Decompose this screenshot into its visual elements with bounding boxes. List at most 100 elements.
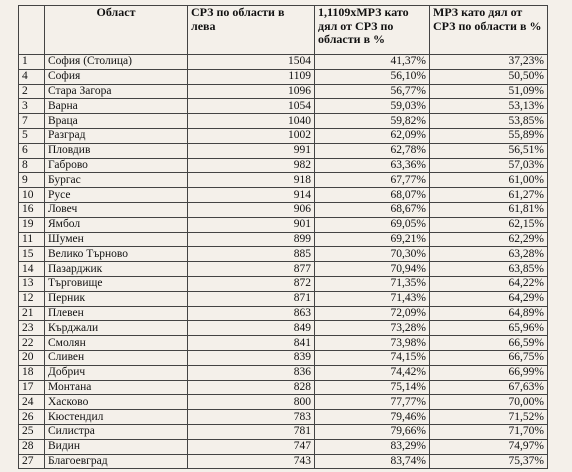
cell-region: Пазарджик (44, 261, 188, 277)
cell-share1: 56,10% (314, 68, 430, 85)
cell-share2: 63,28% (429, 246, 548, 263)
cell-region: Благоевград (44, 453, 188, 470)
cell-share2: 66,99% (429, 364, 548, 381)
cell-region: Пловдив (44, 142, 188, 159)
table-row: 2 Стара Загора 1096 56,77% 51,09% (18, 83, 548, 100)
cell-region: Разград (44, 127, 188, 144)
table-row: 6 Пловдив 991 62,78% 56,51% (18, 142, 548, 159)
regional-wage-table: Област СРЗ по области в лева 1,1109хМРЗ … (18, 5, 548, 470)
cell-num: 9 (18, 172, 45, 189)
table-row: 12 Перник 871 71,43% 64,29% (18, 290, 548, 307)
table-row: 20 Сливен 839 74,15% 66,75% (18, 349, 548, 366)
table-row: 11 Шумен 899 69,21% 62,29% (18, 231, 548, 248)
cell-region: София (44, 68, 188, 85)
table-row: 16 Ловеч 906 68,67% 61,81% (18, 201, 548, 218)
cell-share2: 53,85% (429, 113, 548, 129)
cell-share1: 72,09% (314, 305, 430, 322)
header-share2: МРЗ като дял от СРЗ по области в % (429, 5, 548, 55)
table-row: 15 Велико Търново 885 70,30% 63,28% (18, 246, 548, 263)
cell-num: 20 (18, 349, 45, 366)
cell-num: 18 (18, 364, 45, 381)
table-row: 24 Хасково 800 77,77% 70,00% (18, 394, 548, 411)
cell-num: 24 (18, 394, 45, 411)
cell-srz: 747 (187, 438, 315, 455)
cell-region: Кюстендил (44, 409, 188, 425)
header-srz: СРЗ по области в лева (187, 5, 315, 55)
cell-share1: 56,77% (314, 83, 430, 100)
cell-num: 16 (18, 201, 45, 218)
cell-srz: 1504 (187, 54, 315, 70)
cell-share2: 64,89% (429, 305, 548, 322)
cell-num: 15 (18, 246, 45, 263)
table-row: 4 София 1109 56,10% 50,50% (18, 68, 548, 85)
cell-num: 7 (18, 113, 45, 129)
table-row: 27 Благоевград 743 83,74% 75,37% (18, 453, 548, 470)
cell-region: Монтана (44, 379, 188, 396)
cell-num: 5 (18, 127, 45, 144)
table-row: 28 Видин 747 83,29% 74,97% (18, 438, 548, 455)
cell-share1: 73,98% (314, 335, 430, 351)
table-row: 26 Кюстендил 783 79,46% 71,52% (18, 409, 548, 425)
cell-share1: 59,82% (314, 113, 430, 129)
cell-num: 25 (18, 423, 45, 440)
cell-region: Хасково (44, 394, 188, 411)
cell-region: Добрич (44, 364, 188, 381)
cell-srz: 863 (187, 305, 315, 322)
cell-num: 26 (18, 409, 45, 425)
table-row: 10 Русе 914 68,07% 61,27% (18, 187, 548, 203)
cell-srz: 901 (187, 216, 315, 233)
cell-share1: 75,14% (314, 379, 430, 396)
cell-num: 21 (18, 305, 45, 322)
cell-srz: 1096 (187, 83, 315, 100)
cell-share1: 63,36% (314, 157, 430, 174)
cell-region: Сливен (44, 349, 188, 366)
cell-region: Силистра (44, 423, 188, 440)
cell-share1: 73,28% (314, 320, 430, 337)
cell-share2: 57,03% (429, 157, 548, 174)
cell-num: 8 (18, 157, 45, 174)
table-body: 1 София (Столица) 1504 41,37% 37,23% 4 София 11… (18, 54, 548, 470)
cell-srz: 899 (187, 231, 315, 248)
cell-region: Смолян (44, 335, 188, 351)
table-row: 25 Силистра 781 79,66% 71,70% (18, 423, 548, 440)
table-row: 9 Бургас 918 67,77% 61,00% (18, 172, 548, 189)
cell-srz: 781 (187, 423, 315, 440)
cell-share1: 69,05% (314, 216, 430, 233)
cell-num: 6 (18, 142, 45, 159)
cell-share2: 66,59% (429, 335, 548, 351)
cell-region: Видин (44, 438, 188, 455)
cell-srz: 1040 (187, 113, 315, 129)
cell-share1: 83,29% (314, 438, 430, 455)
cell-share2: 71,70% (429, 423, 548, 440)
cell-srz: 743 (187, 453, 315, 470)
cell-srz: 991 (187, 142, 315, 159)
table-row: 1 София (Столица) 1504 41,37% 37,23% (18, 54, 548, 70)
cell-share2: 64,22% (429, 275, 548, 292)
table-row: 7 Враца 1040 59,82% 53,85% (18, 113, 548, 129)
cell-share1: 74,42% (314, 364, 430, 381)
cell-region: Плевен (44, 305, 188, 322)
cell-share1: 62,78% (314, 142, 430, 159)
cell-share2: 62,15% (429, 216, 548, 233)
cell-srz: 1002 (187, 127, 315, 144)
cell-share2: 70,00% (429, 394, 548, 411)
cell-region: Габрово (44, 157, 188, 174)
cell-share2: 65,96% (429, 320, 548, 337)
cell-region: София (Столица) (44, 54, 188, 70)
header-share1: 1,1109хМРЗ като дял от СРЗ по области в … (314, 5, 430, 55)
cell-srz: 800 (187, 394, 315, 411)
cell-region: Велико Търново (44, 246, 188, 263)
cell-share2: 62,29% (429, 231, 548, 248)
cell-num: 10 (18, 187, 45, 203)
cell-region: Варна (44, 98, 188, 115)
cell-num: 11 (18, 231, 45, 248)
cell-num: 1 (18, 54, 45, 70)
cell-num: 27 (18, 453, 45, 470)
cell-share1: 70,94% (314, 261, 430, 277)
cell-region: Враца (44, 113, 188, 129)
cell-share1: 74,15% (314, 349, 430, 366)
cell-srz: 914 (187, 187, 315, 203)
cell-srz: 1054 (187, 98, 315, 115)
header-row: Област СРЗ по области в лева 1,1109хМРЗ … (18, 5, 548, 55)
table-header: Област СРЗ по области в лева 1,1109хМРЗ … (18, 5, 548, 55)
